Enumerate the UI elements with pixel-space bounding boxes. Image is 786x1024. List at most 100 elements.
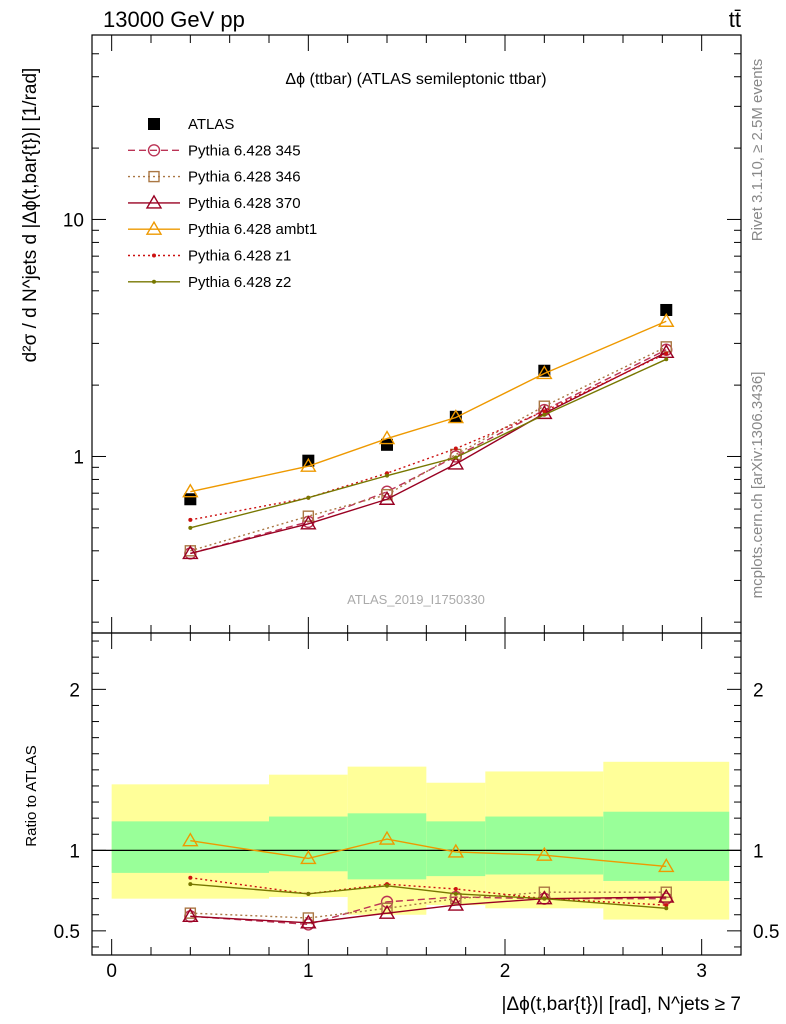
data-point: [660, 303, 673, 316]
series-pythia-6-428-346: [184, 341, 672, 557]
y-tick-label: 1: [73, 447, 84, 468]
data-point: [306, 495, 311, 500]
legend-label: ATLAS: [188, 116, 234, 133]
data-point: [542, 409, 547, 414]
series-pythia-6-428-345: [184, 343, 673, 560]
ratio-y-tick-label: 1: [69, 841, 80, 862]
data-point: [447, 843, 465, 858]
data-point: [300, 850, 317, 865]
series-line: [190, 838, 667, 868]
data-point: [453, 886, 458, 891]
legend-item: Pythia 6.428 z1: [128, 248, 291, 265]
legend-marker: [152, 279, 156, 284]
data-point: [664, 351, 669, 356]
legend-label: Pythia 6.428 z2: [188, 274, 291, 291]
data-point: [538, 364, 551, 377]
series-pythia-6-428-z2: [188, 882, 669, 911]
data-point: [378, 490, 396, 505]
data-point: [385, 473, 389, 478]
data-point: [447, 409, 465, 424]
data-point: [378, 830, 396, 845]
ratio-y-tick-label-right: 1: [753, 841, 764, 862]
x-tick-label: 3: [696, 961, 707, 982]
data-point: [300, 457, 317, 472]
series-pythia-6-428-ambt1: [182, 312, 675, 498]
series-pythia-6-428-ambt1: [182, 830, 675, 873]
data-point: [188, 875, 193, 880]
ratio-band-inner: [269, 816, 348, 872]
data-point: [664, 903, 669, 908]
x-tick-label: 1: [303, 961, 314, 982]
series-line: [190, 351, 667, 555]
data-point: [536, 404, 553, 420]
series-line: [190, 883, 667, 910]
legend-marker: [152, 253, 156, 258]
legend-marker: [145, 194, 163, 209]
series-line: [190, 320, 667, 493]
axes-group: 1 10 0.5 0.5 1 1 2 2 0 1 2 3: [54, 34, 779, 982]
data-point: [184, 493, 197, 506]
data-point: [542, 412, 547, 417]
data-point: [188, 525, 193, 530]
legend-label: Pythia 6.428 ambt1: [188, 221, 317, 238]
legend: ATLAS Pythia 6.428 345 Pythia 6.428 346 Pyt…: [128, 116, 317, 291]
ratio-y-tick-label-right: 0.5: [753, 922, 779, 943]
x-tick-label: 0: [106, 961, 117, 982]
ratio-y-tick-label: 0.5: [54, 922, 80, 943]
data-point: [182, 483, 199, 498]
legend-item: Pythia 6.428 ambt1: [128, 220, 317, 238]
legend-label: Pythia 6.428 345: [188, 142, 301, 159]
legend-marker: [147, 144, 161, 157]
main-title: Δϕ (ttbar) (ATLAS semileptonic ttbar): [285, 71, 546, 88]
data-point: [447, 455, 465, 470]
ratio-band-inner: [111, 821, 270, 873]
y-tick-label: 10: [63, 210, 84, 231]
series-line: [190, 896, 667, 924]
ratio-band-inner: [347, 813, 427, 880]
ratio-band-inner: [485, 816, 604, 875]
main-ylabel: d²σ / d N^jets d |Δϕ(t,bar{t})| [1/rad]: [20, 68, 41, 363]
data-point: [658, 312, 675, 327]
data-point: [658, 858, 675, 873]
legend-item: Pythia 6.428 z2: [128, 274, 291, 291]
rivet-label: Rivet 3.1.10, ≥ 2.5M events: [749, 59, 766, 242]
data-point: [300, 515, 317, 530]
series-pythia-6-428-z1: [188, 351, 669, 522]
legend-marker: [145, 220, 163, 235]
watermark: ATLAS_2019_I1750330: [347, 592, 485, 607]
x-tick-label: 2: [500, 961, 511, 982]
legend-label: Pythia 6.428 z1: [188, 248, 291, 265]
data-point: [664, 906, 669, 911]
series-line: [190, 346, 667, 552]
legend-label: Pythia 6.428 346: [188, 169, 301, 186]
header-left: 13000 GeV pp: [103, 7, 245, 32]
series-line: [190, 352, 667, 521]
data-point: [182, 832, 199, 847]
data-point: [385, 883, 389, 888]
data-point: [447, 896, 465, 911]
ratio-ylabel: Ratio to ATLAS: [23, 745, 40, 846]
data-point: [453, 455, 458, 460]
ratio-frame: [91, 632, 742, 956]
data-point: [542, 896, 547, 901]
data-point: [536, 846, 553, 861]
data-point: [302, 510, 315, 522]
data-point: [658, 888, 675, 903]
legend-marker: [148, 118, 160, 130]
legend-marker: [148, 170, 160, 183]
data-point: [182, 907, 199, 923]
data-point: [381, 438, 393, 451]
ratio-series-group: [182, 830, 675, 931]
series-line: [190, 358, 667, 529]
legend-item: ATLAS: [148, 116, 234, 133]
legend-label: Pythia 6.428 370: [188, 195, 301, 212]
data-point: [536, 365, 553, 380]
series-line: [190, 349, 667, 555]
data-point: [300, 914, 317, 929]
data-point: [188, 517, 193, 522]
ratio-y-tick-label: 2: [69, 680, 80, 701]
series-pythia-6-428-z2: [188, 357, 669, 530]
series-atlas: [184, 303, 673, 506]
